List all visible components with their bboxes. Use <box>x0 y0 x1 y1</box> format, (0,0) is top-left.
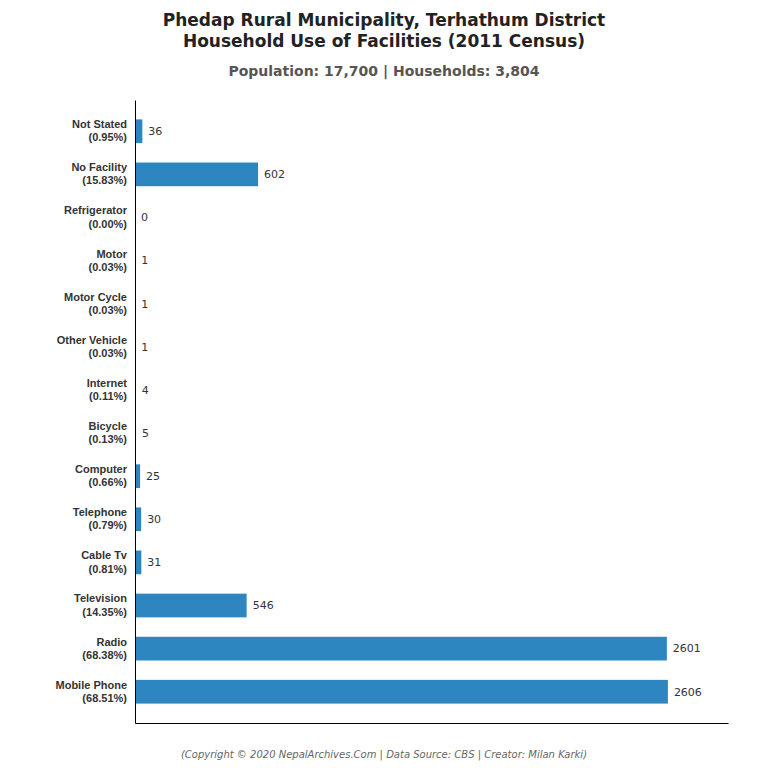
y-tick-label-line: Other Vehicle <box>57 334 127 346</box>
x-axis <box>136 723 729 724</box>
y-tick-label-line: (0.81%) <box>88 563 127 575</box>
data-label: 1 <box>141 341 148 354</box>
y-tick-label-line: (0.00%) <box>88 218 127 230</box>
y-tick: Motor(0.03%) <box>88 248 135 273</box>
y-tick-label: Other Vehicle(0.03%) <box>57 334 128 359</box>
y-tick-label: Television (14.35%) <box>74 592 127 617</box>
y-tick-label: Mobile Phone(68.51%) <box>56 679 128 704</box>
data-label: 30 <box>147 513 161 526</box>
data-labels: 2606 2601 546 31 30 25 5 4 1 1 1 0 602 36 <box>141 125 702 698</box>
y-tick-label-line: (0.95%) <box>88 131 127 143</box>
y-tick-label-line: Motor Cycle <box>64 291 127 303</box>
y-tick-label-line: (0.03%) <box>88 347 127 359</box>
y-tick: Motor Cycle(0.03%) <box>64 291 135 316</box>
y-tick-label: Bicycle(0.13%) <box>88 420 127 445</box>
y-tick-label-line: (15.83%) <box>82 174 127 186</box>
bars <box>135 119 668 703</box>
data-label: 2606 <box>674 686 702 699</box>
y-tick-label-line: Cable Tv <box>81 549 128 561</box>
bar <box>135 163 258 187</box>
y-tick: Other Vehicle(0.03%) <box>57 334 135 359</box>
chart: Phedap Rural Municipality, Terhathum Dis… <box>0 0 768 768</box>
y-tick-label-line: (0.79%) <box>88 519 127 531</box>
data-label: 546 <box>253 599 274 612</box>
data-label: 31 <box>147 556 161 569</box>
y-tick: Radio(68.38%) <box>82 636 135 661</box>
y-axis: Mobile Phone(68.51%) Radio(68.38%) Televis… <box>56 101 136 724</box>
y-tick-label: No Facility(15.83%) <box>71 161 128 186</box>
title: Phedap Rural Municipality, Terhathum Dis… <box>163 10 605 30</box>
y-tick-label-line: Television <box>74 592 127 604</box>
y-tick-label-line: (68.38%) <box>82 649 127 661</box>
data-label: 2601 <box>673 642 701 655</box>
y-tick-label-line: Telephone <box>73 506 127 518</box>
y-tick-label-line: Not Stated <box>72 118 127 130</box>
y-tick-label: Not Stated(0.95%) <box>72 118 127 143</box>
data-label: 4 <box>142 384 149 397</box>
bar <box>135 119 142 143</box>
y-tick: Telephone(0.79%) <box>73 506 135 531</box>
y-tick-label-line: Radio <box>96 636 127 648</box>
y-tick-label-line: Refrigerator <box>64 204 128 216</box>
plot: Mobile Phone(68.51%) Radio(68.38%) Televis… <box>56 101 729 724</box>
y-tick-label: Computer(0.66%) <box>75 463 128 488</box>
y-tick-label-line: (0.13%) <box>88 433 127 445</box>
y-tick-label: Radio(68.38%) <box>82 636 127 661</box>
y-tick-label-line: (0.11%) <box>89 390 127 402</box>
subtitle: Population: 17,700 | Households: 3,804 <box>228 63 539 80</box>
data-label: 36 <box>148 125 162 138</box>
y-tick: Cable Tv (0.81%) <box>81 549 135 574</box>
y-tick: Not Stated(0.95%) <box>72 118 135 143</box>
y-tick-label-line: (0.66%) <box>88 476 127 488</box>
y-tick-label-line: Internet <box>87 377 128 389</box>
y-axis-line <box>135 101 136 724</box>
y-tick-label: Motor Cycle(0.03%) <box>64 291 127 316</box>
data-label: 25 <box>146 470 160 483</box>
y-tick: No Facility(15.83%) <box>71 161 135 186</box>
data-label: 5 <box>142 427 149 440</box>
y-tick-label: Refrigerator (0.00%) <box>64 204 128 229</box>
bar <box>135 680 668 704</box>
data-label: 602 <box>264 168 285 181</box>
y-tick-label-line: (0.03%) <box>88 261 127 273</box>
annotation: (Copyright © 2020 NepalArchives.Com | Da… <box>181 749 587 761</box>
x-axis-line <box>136 723 729 724</box>
data-label: 1 <box>141 254 148 267</box>
y-tick-label: Internet(0.11%) <box>87 377 128 402</box>
y-tick-label-line: Computer <box>75 463 128 475</box>
title: Household Use of Facilities (2011 Census… <box>183 31 585 51</box>
y-tick: Internet(0.11%) <box>87 377 135 402</box>
y-tick: Television (14.35%) <box>74 592 135 617</box>
y-tick-label-line: Mobile Phone <box>56 679 128 691</box>
bar <box>135 594 247 618</box>
y-tick: Mobile Phone(68.51%) <box>56 679 136 704</box>
y-tick-label-line: Motor <box>96 248 127 260</box>
y-tick: Bicycle(0.13%) <box>88 420 135 445</box>
y-tick-label-line: Bicycle <box>88 420 127 432</box>
y-tick-label-line: No Facility <box>71 161 128 173</box>
bar <box>135 637 667 661</box>
y-tick-label: Motor(0.03%) <box>88 248 127 273</box>
data-label: 0 <box>141 211 148 224</box>
y-tick: Refrigerator (0.00%) <box>64 204 135 229</box>
y-tick-label-line: (0.03%) <box>88 304 127 316</box>
y-tick-label-line: (68.51%) <box>82 692 127 704</box>
data-label: 1 <box>141 298 148 311</box>
y-tick-label: Cable Tv (0.81%) <box>81 549 128 574</box>
y-tick-label: Telephone(0.79%) <box>73 506 128 531</box>
y-tick-label-line: (14.35%) <box>82 606 127 618</box>
y-tick: Computer(0.66%) <box>75 463 135 488</box>
